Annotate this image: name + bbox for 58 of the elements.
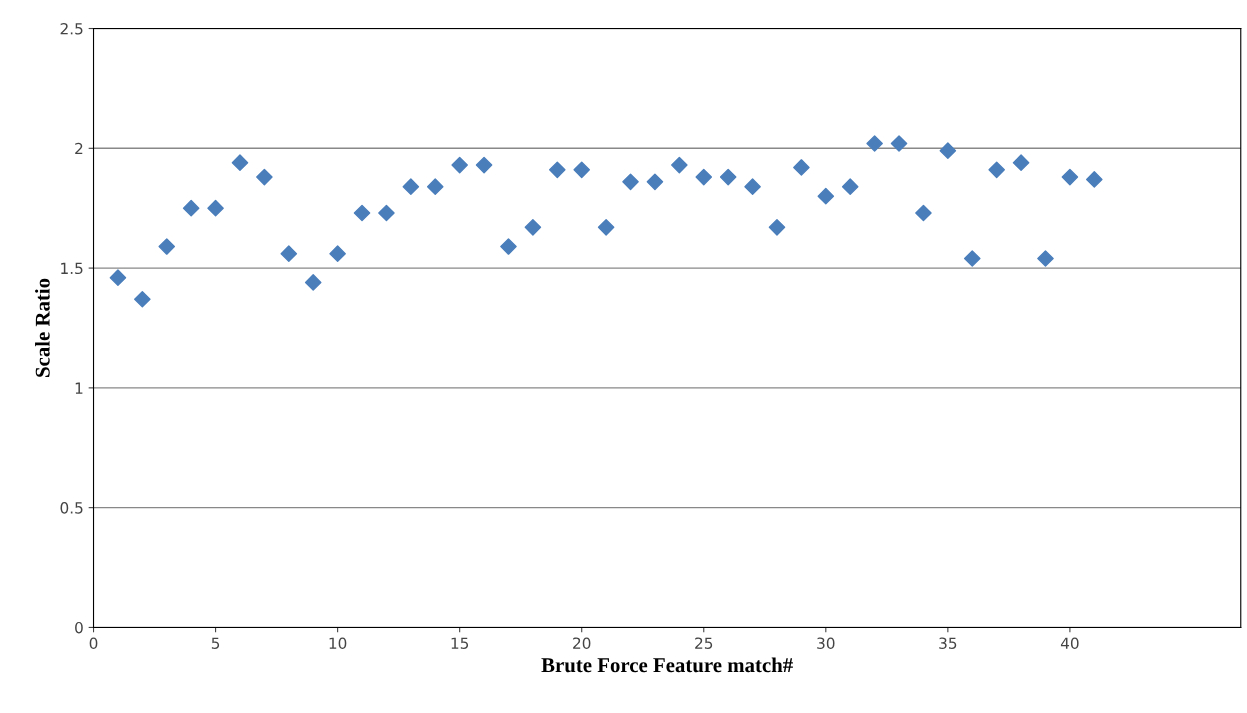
point [695,168,713,186]
point [963,250,981,267]
point [524,219,542,236]
point [939,142,957,160]
point [768,219,786,236]
point [719,168,737,186]
point [451,156,468,174]
x-tick-label: 20 [573,637,591,649]
point [134,290,151,308]
point [866,135,883,152]
point [158,238,176,255]
x-tick-label: 35 [939,637,957,649]
point [109,269,127,286]
point [182,199,200,217]
point [1012,154,1030,171]
point [426,178,444,195]
x-tick-label: 0 [89,637,98,649]
point [622,173,639,191]
point [231,154,249,171]
point [475,156,493,174]
x-tick-label: 5 [211,637,220,649]
x-tick-label: 40 [1060,637,1079,649]
point [304,274,322,291]
point [207,199,224,217]
y-tick-label: 1.5 [61,262,83,275]
point [378,204,395,222]
y-axis-title: Scale Ratio [35,278,50,377]
y-tick-label: 0.5 [60,502,83,514]
point [597,219,615,236]
y-tick-label: 0 [75,621,83,634]
point [1086,171,1103,188]
x-tick-label: 10 [329,637,347,649]
point [500,238,517,255]
point [841,178,859,195]
point [353,204,371,222]
x-axis-title: Brute Force Feature match# [541,657,793,673]
point [646,173,664,191]
point [890,135,908,152]
x-tick-label: 25 [695,637,713,649]
point [793,159,810,176]
point [1037,250,1054,267]
point [402,178,420,195]
point [549,161,566,179]
x-tick-label: 15 [451,637,469,649]
y-tick-label: 1 [75,382,83,394]
point [329,245,346,263]
point [988,161,1005,179]
x-tick-label: 30 [817,637,835,649]
y-tick-label: 2 [75,142,83,155]
point [1061,168,1079,186]
point [280,245,298,263]
y-tick-label: 2.5 [60,22,83,35]
point [915,204,932,222]
point [256,168,273,186]
point [744,178,761,195]
point [671,156,688,174]
point [573,161,591,179]
point [817,187,835,205]
